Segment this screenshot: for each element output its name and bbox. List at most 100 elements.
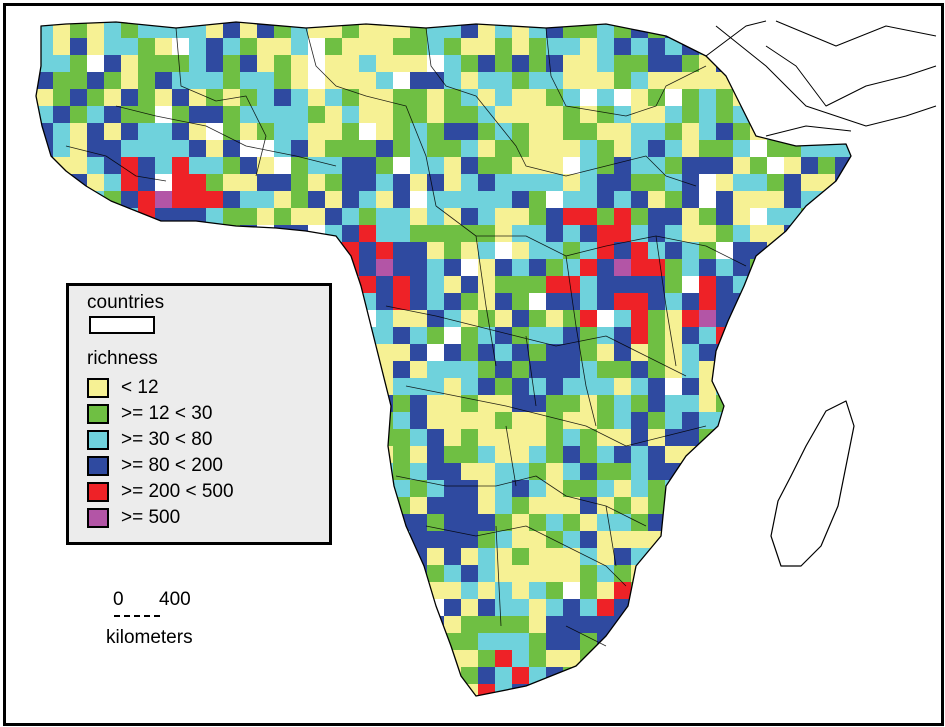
richness-cell — [665, 395, 682, 412]
richness-cell — [257, 684, 274, 696]
richness-cell — [682, 514, 699, 531]
richness-cell — [614, 565, 631, 582]
richness-cell — [852, 599, 869, 616]
richness-cell — [784, 225, 801, 242]
richness-cell — [852, 140, 869, 157]
richness-cell — [648, 548, 665, 565]
richness-cell — [155, 123, 172, 140]
richness-cell — [529, 208, 546, 225]
richness-cell — [699, 242, 716, 259]
richness-cell — [325, 259, 342, 276]
richness-cell — [546, 174, 563, 191]
richness-cell — [495, 565, 512, 582]
richness-cell — [784, 480, 801, 497]
richness-cell — [597, 531, 614, 548]
richness-cell — [257, 55, 274, 72]
richness-cell — [648, 293, 665, 310]
richness-cell — [444, 412, 461, 429]
richness-cell — [342, 123, 359, 140]
richness-cell — [784, 531, 801, 548]
richness-cell — [70, 582, 87, 599]
richness-cell — [750, 497, 767, 514]
richness-cell — [512, 22, 529, 38]
richness-cell — [852, 514, 869, 531]
richness-cell — [648, 242, 665, 259]
richness-cell — [546, 361, 563, 378]
richness-cell — [393, 38, 410, 55]
richness-cell — [563, 225, 580, 242]
richness-cell — [852, 276, 869, 293]
richness-cell — [495, 38, 512, 55]
richness-cell — [495, 684, 512, 696]
richness-cell — [563, 140, 580, 157]
richness-cell — [393, 429, 410, 446]
richness-cell — [189, 667, 206, 684]
richness-cell — [699, 684, 716, 696]
richness-cell — [750, 55, 767, 72]
richness-cell — [478, 344, 495, 361]
richness-cell — [495, 293, 512, 310]
richness-cell — [835, 208, 851, 225]
richness-cell — [648, 106, 665, 123]
richness-cell — [801, 157, 818, 174]
richness-cell — [631, 378, 648, 395]
richness-cell — [852, 344, 869, 361]
richness-cell — [852, 310, 869, 327]
richness-cell — [597, 259, 614, 276]
richness-cell — [478, 259, 495, 276]
richness-cell — [393, 395, 410, 412]
richness-cell — [308, 22, 325, 38]
richness-cell — [427, 412, 444, 429]
richness-cell — [104, 106, 121, 123]
richness-cell — [699, 259, 716, 276]
richness-cell — [444, 242, 461, 259]
richness-cell — [835, 616, 851, 633]
richness-cell — [580, 531, 597, 548]
richness-cell — [580, 140, 597, 157]
richness-cell — [478, 276, 495, 293]
richness-cell — [784, 191, 801, 208]
richness-cell — [325, 55, 342, 72]
richness-cell — [852, 633, 869, 650]
richness-cell — [529, 225, 546, 242]
richness-cell — [784, 565, 801, 582]
richness-cell — [614, 22, 631, 38]
richness-cell — [835, 310, 851, 327]
richness-cell — [529, 38, 546, 55]
richness-cell — [495, 276, 512, 293]
richness-cell — [410, 361, 427, 378]
richness-cell — [257, 89, 274, 106]
richness-cell — [546, 429, 563, 446]
richness-cell — [36, 582, 53, 599]
richness-cell — [257, 38, 274, 55]
richness-cell — [597, 55, 614, 72]
richness-cell — [461, 514, 478, 531]
richness-cell — [512, 140, 529, 157]
richness-cell — [70, 650, 87, 667]
richness-cell — [87, 650, 104, 667]
richness-cell — [342, 667, 359, 684]
richness-cell — [36, 412, 53, 429]
richness-cell — [614, 191, 631, 208]
richness-cell — [478, 123, 495, 140]
richness-cell — [495, 361, 512, 378]
richness-cell — [53, 123, 70, 140]
richness-cell — [240, 582, 257, 599]
richness-cell — [444, 531, 461, 548]
richness-cell — [563, 378, 580, 395]
richness-cell — [189, 157, 206, 174]
richness-cell — [274, 123, 291, 140]
richness-cell — [733, 497, 750, 514]
richness-cell — [648, 480, 665, 497]
richness-cell — [359, 378, 376, 395]
richness-cell — [580, 616, 597, 633]
richness-cell — [767, 191, 784, 208]
richness-cell — [376, 55, 393, 72]
richness-cell — [206, 191, 223, 208]
richness-cell — [393, 616, 410, 633]
richness-cell — [393, 531, 410, 548]
richness-cell — [563, 446, 580, 463]
richness-cell — [580, 157, 597, 174]
richness-cell — [87, 548, 104, 565]
richness-cell — [648, 89, 665, 106]
